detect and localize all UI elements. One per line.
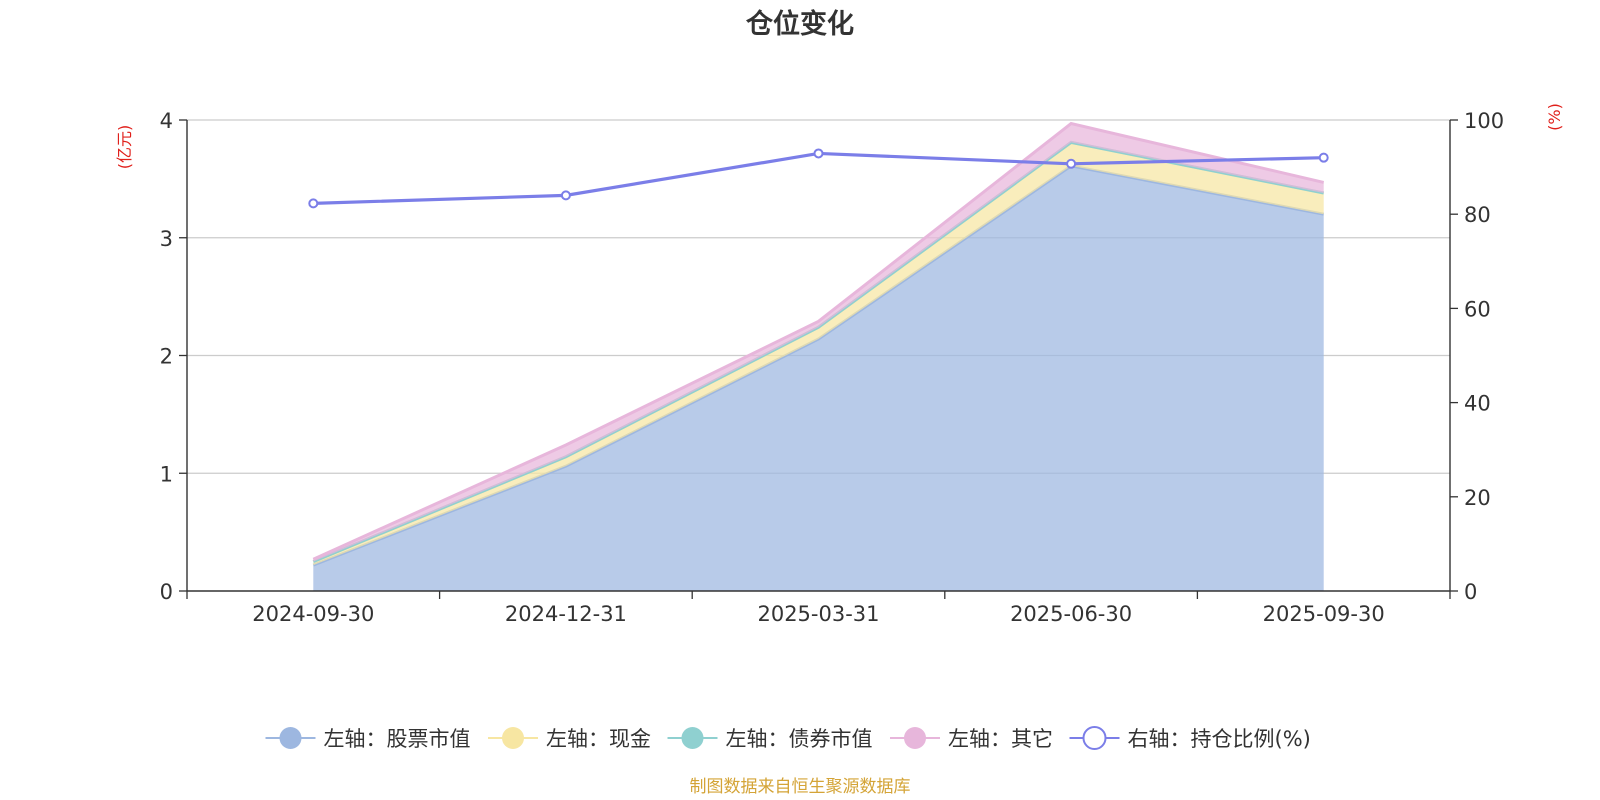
legend-item-1: 左轴：现金 xyxy=(488,727,651,751)
x-axis-tick-label: 2024-09-30 xyxy=(252,602,374,626)
legend-item-4: 右轴：持仓比例(%) xyxy=(1069,726,1311,751)
legend-item-0: 左轴：股票市值 xyxy=(265,727,471,751)
legend-marker xyxy=(502,727,524,749)
area-0 xyxy=(313,165,1324,592)
right-axis-tick-label: 80 xyxy=(1464,203,1491,227)
legend-label: 右轴：持仓比例(%) xyxy=(1128,727,1311,751)
x-axis-tick-label: 2024-12-31 xyxy=(505,602,627,626)
legend-label: 左轴：现金 xyxy=(546,727,651,751)
right-axis-tick-label: 20 xyxy=(1464,486,1491,510)
area-1 xyxy=(313,142,1324,566)
right-axis-unit: (%) xyxy=(1545,103,1564,131)
legend-marker xyxy=(681,727,704,749)
legend-marker xyxy=(1082,726,1107,750)
legend-label: 左轴：其它 xyxy=(948,727,1053,751)
legend-item-3: 左轴：其它 xyxy=(890,727,1053,751)
ratio-point xyxy=(560,190,571,201)
x-axis-tick-label: 2025-03-31 xyxy=(757,602,879,626)
legend-marker xyxy=(279,727,302,749)
ratio-point xyxy=(1318,152,1329,163)
legend: 左轴：股票市值 左轴：现金 左轴：债券市值 左轴：其它 右轴：持仓比例(%) xyxy=(265,726,1311,751)
ratio-point xyxy=(308,198,319,209)
area-3 xyxy=(313,123,1324,562)
legend-marker xyxy=(904,727,926,749)
right-axis-tick-label: 100 xyxy=(1464,109,1504,133)
data-source-note: 制图数据来自恒生聚源数据库 xyxy=(690,777,911,797)
right-axis-tick-label: 0 xyxy=(1464,580,1477,604)
stacked-areas xyxy=(312,121,1325,592)
left-axis-tick-label: 2 xyxy=(160,345,173,369)
left-axis-tick-label: 4 xyxy=(160,109,173,133)
right-axis-tick-label: 40 xyxy=(1464,392,1491,416)
chart-title: 仓位变化 xyxy=(745,8,854,40)
ratio-line xyxy=(308,148,1329,209)
right-axis-tick-label: 60 xyxy=(1464,297,1491,321)
legend-item-2: 左轴：债券市值 xyxy=(667,727,873,751)
left-axis-tick-label: 1 xyxy=(160,462,173,486)
left-axis-unit: (亿元) xyxy=(115,125,134,170)
left-axis-tick-label: 3 xyxy=(160,227,173,251)
area-line-3 xyxy=(312,121,1325,561)
x-axis-tick-label: 2025-06-30 xyxy=(1010,602,1132,626)
left-axis-tick-label: 0 xyxy=(160,580,173,604)
legend-label: 左轴：债券市值 xyxy=(726,727,873,751)
ratio-point xyxy=(813,148,824,159)
legend-label: 左轴：股票市值 xyxy=(324,727,471,751)
x-axis-tick-label: 2025-09-30 xyxy=(1263,602,1385,626)
ratio-point xyxy=(1066,158,1077,169)
